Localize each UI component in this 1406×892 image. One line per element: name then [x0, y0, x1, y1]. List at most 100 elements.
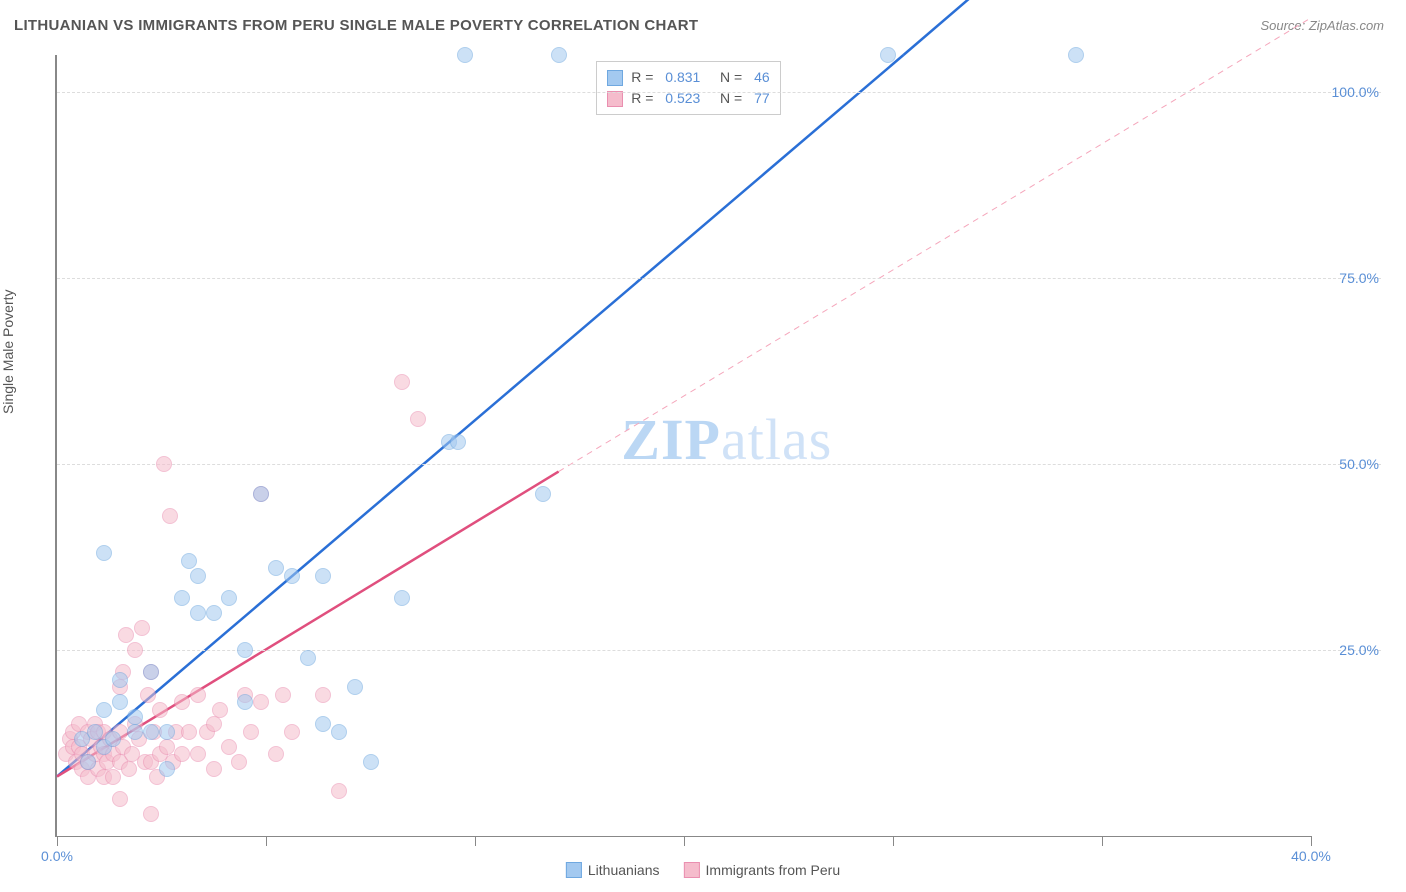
data-point-lithuanians	[105, 731, 121, 747]
legend-label-peru: Immigrants from Peru	[706, 862, 841, 878]
data-point-peru	[181, 724, 197, 740]
data-point-lithuanians	[159, 761, 175, 777]
data-point-lithuanians	[80, 754, 96, 770]
data-point-peru	[127, 642, 143, 658]
x-tick-mark	[1311, 836, 1312, 846]
data-point-lithuanians	[143, 664, 159, 680]
data-point-peru	[284, 724, 300, 740]
legend-item-lithuanians: Lithuanians	[566, 862, 660, 878]
data-point-lithuanians	[190, 605, 206, 621]
data-point-peru	[206, 716, 222, 732]
x-tick-mark	[266, 836, 267, 846]
data-point-lithuanians	[315, 716, 331, 732]
data-point-peru	[231, 754, 247, 770]
series-legend: Lithuanians Immigrants from Peru	[566, 862, 840, 878]
data-point-lithuanians	[127, 709, 143, 725]
data-point-lithuanians	[331, 724, 347, 740]
data-point-lithuanians	[143, 724, 159, 740]
data-point-lithuanians	[253, 486, 269, 502]
x-tick-mark	[57, 836, 58, 846]
n-label: N =	[708, 67, 746, 88]
data-point-peru	[152, 702, 168, 718]
data-point-peru	[190, 687, 206, 703]
data-point-lithuanians	[221, 590, 237, 606]
trend-lines-layer	[57, 55, 1311, 836]
legend-swatch-lithuanians	[566, 862, 582, 878]
data-point-peru	[253, 694, 269, 710]
legend-swatch-peru	[684, 862, 700, 878]
plot-area: ZIPatlas R = 0.831 N = 46 R = 0.523 N = …	[55, 55, 1311, 837]
data-point-peru	[140, 687, 156, 703]
legend-label-lithuanians: Lithuanians	[588, 862, 660, 878]
x-tick-label: 40.0%	[1291, 848, 1331, 864]
data-point-lithuanians	[206, 605, 222, 621]
data-point-lithuanians	[284, 568, 300, 584]
x-tick-label: 0.0%	[41, 848, 73, 864]
data-point-peru	[156, 456, 172, 472]
data-point-lithuanians	[87, 724, 103, 740]
r-label: R =	[631, 88, 657, 109]
data-point-peru	[206, 761, 222, 777]
n-value-1: 77	[754, 88, 770, 109]
data-point-peru	[221, 739, 237, 755]
data-point-peru	[268, 746, 284, 762]
y-tick-label: 75.0%	[1339, 270, 1379, 286]
x-tick-mark	[475, 836, 476, 846]
r-value-0: 0.831	[665, 67, 700, 88]
data-point-lithuanians	[1068, 47, 1084, 63]
data-point-lithuanians	[450, 434, 466, 450]
data-point-peru	[331, 783, 347, 799]
data-point-peru	[134, 620, 150, 636]
y-tick-label: 25.0%	[1339, 642, 1379, 658]
data-point-lithuanians	[268, 560, 284, 576]
gridline	[57, 92, 1381, 93]
x-tick-mark	[893, 836, 894, 846]
gridline	[57, 278, 1381, 279]
data-point-lithuanians	[237, 694, 253, 710]
trend-line-lithuanians	[57, 55, 903, 776]
gridline	[57, 650, 1381, 651]
data-point-peru	[118, 627, 134, 643]
data-point-lithuanians	[880, 47, 896, 63]
x-tick-mark	[684, 836, 685, 846]
data-point-lithuanians	[159, 724, 175, 740]
data-point-lithuanians	[551, 47, 567, 63]
data-point-peru	[243, 724, 259, 740]
data-point-lithuanians	[181, 553, 197, 569]
x-tick-mark	[1102, 836, 1103, 846]
data-point-peru	[143, 806, 159, 822]
chart-title: LITHUANIAN VS IMMIGRANTS FROM PERU SINGL…	[14, 17, 698, 34]
data-point-lithuanians	[363, 754, 379, 770]
correlation-legend-row-1: R = 0.523 N = 77	[607, 88, 769, 109]
chart-source: Source: ZipAtlas.com	[1260, 18, 1384, 33]
r-value-1: 0.523	[665, 88, 700, 109]
data-point-lithuanians	[96, 702, 112, 718]
n-value-0: 46	[754, 67, 770, 88]
data-point-peru	[190, 746, 206, 762]
chart-header: LITHUANIAN VS IMMIGRANTS FROM PERU SINGL…	[0, 0, 1406, 40]
data-point-lithuanians	[535, 486, 551, 502]
n-label: N =	[708, 88, 746, 109]
data-point-peru	[112, 791, 128, 807]
data-point-lithuanians	[347, 679, 363, 695]
data-point-peru	[159, 739, 175, 755]
data-point-lithuanians	[315, 568, 331, 584]
data-point-peru	[174, 746, 190, 762]
correlation-legend: R = 0.831 N = 46 R = 0.523 N = 77	[596, 61, 780, 115]
data-point-lithuanians	[394, 590, 410, 606]
data-point-lithuanians	[300, 650, 316, 666]
gridline	[57, 464, 1381, 465]
data-point-lithuanians	[96, 545, 112, 561]
data-point-lithuanians	[174, 590, 190, 606]
data-point-lithuanians	[237, 642, 253, 658]
data-point-peru	[162, 508, 178, 524]
data-point-peru	[121, 761, 137, 777]
r-label: R =	[631, 67, 657, 88]
data-point-peru	[275, 687, 291, 703]
data-point-peru	[174, 694, 190, 710]
data-point-peru	[212, 702, 228, 718]
data-point-peru	[315, 687, 331, 703]
y-tick-label: 100.0%	[1332, 84, 1379, 100]
data-point-peru	[394, 374, 410, 390]
data-point-lithuanians	[112, 672, 128, 688]
